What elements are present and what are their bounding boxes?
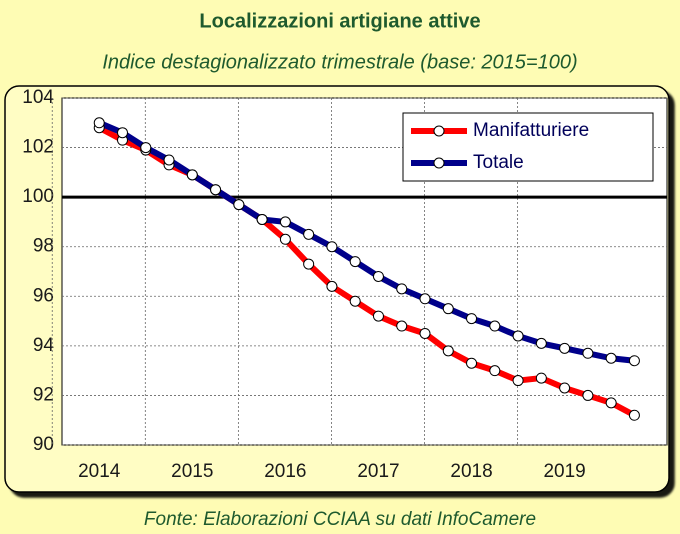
legend-marker	[434, 158, 444, 168]
point	[629, 410, 639, 420]
point	[443, 346, 453, 356]
chart: Localizzazioni artigiane attive Indice d…	[0, 0, 680, 534]
point	[513, 331, 523, 341]
point	[606, 398, 616, 408]
point	[118, 128, 128, 138]
point	[164, 155, 174, 165]
point	[141, 143, 151, 153]
page: {"chart_data": {"type": "line", "title":…	[0, 0, 680, 534]
legend-label: Manifatturiere	[473, 120, 589, 141]
point	[513, 376, 523, 386]
legend-label: Totale	[473, 152, 524, 173]
point	[536, 373, 546, 383]
point	[443, 304, 453, 314]
point	[350, 257, 360, 267]
x-tick-label: 2019	[543, 461, 585, 482]
point	[583, 390, 593, 400]
point	[304, 259, 314, 269]
y-tick-label: 102	[22, 137, 54, 158]
point	[397, 284, 407, 294]
point	[373, 311, 383, 321]
chart-subtitle: Indice destagionalizzato trimestrale (ba…	[102, 51, 577, 73]
y-tick-label: 100	[22, 186, 54, 207]
x-tick-label: 2015	[171, 461, 213, 482]
x-tick-label: 2014	[78, 461, 121, 482]
point	[560, 383, 570, 393]
x-tick-label: 2018	[450, 461, 492, 482]
point	[467, 314, 477, 324]
point	[629, 356, 639, 366]
chart-title: Localizzazioni artigiane attive	[199, 10, 480, 32]
point	[234, 200, 244, 210]
x-tick-label: 2017	[357, 461, 399, 482]
point	[94, 118, 104, 128]
point	[490, 321, 500, 331]
point	[467, 358, 477, 368]
point	[327, 281, 337, 291]
legend-marker	[434, 126, 444, 136]
source: Fonte: Elaborazioni CCIAA su dati InfoCa…	[144, 509, 536, 530]
y-tick-label: 92	[33, 384, 54, 405]
point	[397, 321, 407, 331]
point	[420, 294, 430, 304]
point	[280, 234, 290, 244]
point	[583, 348, 593, 358]
x-tick-label: 2016	[264, 461, 306, 482]
point	[490, 366, 500, 376]
point	[373, 271, 383, 281]
point	[350, 296, 360, 306]
point	[187, 170, 197, 180]
y-tick-label: 96	[33, 285, 54, 306]
point	[257, 214, 267, 224]
point	[327, 242, 337, 252]
point	[420, 328, 430, 338]
y-tick-label: 104	[22, 87, 54, 108]
y-tick-label: 90	[33, 434, 54, 455]
point	[536, 338, 546, 348]
y-tick-label: 94	[33, 335, 55, 356]
point	[280, 217, 290, 227]
y-tick-label: 98	[33, 236, 54, 257]
point	[304, 229, 314, 239]
point	[211, 185, 221, 195]
point	[606, 353, 616, 363]
point	[560, 343, 570, 353]
